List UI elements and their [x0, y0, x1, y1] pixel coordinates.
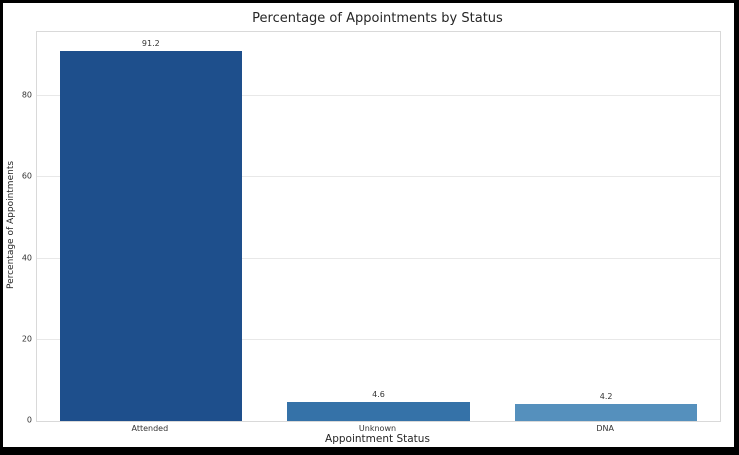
x-tick-label-dna: DNA	[596, 424, 614, 433]
x-tick-label-unknown: Unknown	[358, 424, 397, 433]
bar-value-label: 91.2	[141, 38, 160, 48]
y-tick-label: 60	[21, 171, 32, 181]
gridline	[37, 176, 720, 178]
gridline	[37, 95, 720, 97]
gridline	[37, 338, 720, 340]
x-axis-tick-labels: Attended Unknown DNA	[36, 424, 719, 436]
y-tick-label: 20	[21, 334, 32, 344]
y-tick-label: 80	[21, 90, 32, 100]
y-tick-label: 40	[21, 253, 32, 263]
bar-unknown	[287, 402, 470, 421]
y-axis-label: Percentage of Appointments	[6, 160, 16, 290]
gridline	[37, 257, 720, 259]
chart-title: Percentage of Appointments by Status	[252, 11, 503, 26]
x-tick-label-attended: Attended	[131, 424, 169, 433]
x-axis-label: Appointment Status	[325, 433, 430, 445]
plot-area: 91.2 4.6 4.2	[36, 31, 721, 422]
y-tick-label: 0	[26, 415, 32, 425]
bar-value-label: 4.6	[372, 390, 385, 400]
bar-dna	[515, 403, 698, 421]
y-axis-tick-labels: 0 20 40 60 80	[3, 31, 32, 425]
bar-attended	[59, 50, 242, 421]
bar-value-label: 4.2	[599, 391, 613, 401]
